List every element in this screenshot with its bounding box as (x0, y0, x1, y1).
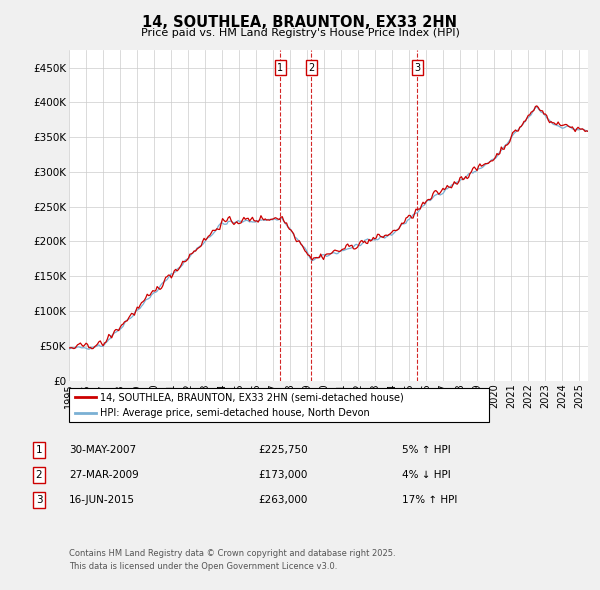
Text: 3: 3 (35, 495, 43, 504)
Text: 16-JUN-2015: 16-JUN-2015 (69, 495, 135, 504)
Text: Price paid vs. HM Land Registry's House Price Index (HPI): Price paid vs. HM Land Registry's House … (140, 28, 460, 38)
Text: 4% ↓ HPI: 4% ↓ HPI (402, 470, 451, 480)
Text: 14, SOUTHLEA, BRAUNTON, EX33 2HN (semi-detached house): 14, SOUTHLEA, BRAUNTON, EX33 2HN (semi-d… (100, 392, 404, 402)
Text: 17% ↑ HPI: 17% ↑ HPI (402, 495, 457, 504)
Text: 5% ↑ HPI: 5% ↑ HPI (402, 445, 451, 455)
Text: 1: 1 (277, 63, 283, 73)
Text: 3: 3 (414, 63, 420, 73)
Text: £263,000: £263,000 (258, 495, 307, 504)
Text: 27-MAR-2009: 27-MAR-2009 (69, 470, 139, 480)
Text: This data is licensed under the Open Government Licence v3.0.: This data is licensed under the Open Gov… (69, 562, 337, 571)
Text: 2: 2 (308, 63, 314, 73)
Text: 30-MAY-2007: 30-MAY-2007 (69, 445, 136, 455)
Text: 1: 1 (35, 445, 43, 455)
Text: £225,750: £225,750 (258, 445, 308, 455)
Text: HPI: Average price, semi-detached house, North Devon: HPI: Average price, semi-detached house,… (100, 408, 370, 418)
Text: £173,000: £173,000 (258, 470, 307, 480)
Text: Contains HM Land Registry data © Crown copyright and database right 2025.: Contains HM Land Registry data © Crown c… (69, 549, 395, 558)
Text: 2: 2 (35, 470, 43, 480)
Text: 14, SOUTHLEA, BRAUNTON, EX33 2HN: 14, SOUTHLEA, BRAUNTON, EX33 2HN (143, 15, 458, 30)
